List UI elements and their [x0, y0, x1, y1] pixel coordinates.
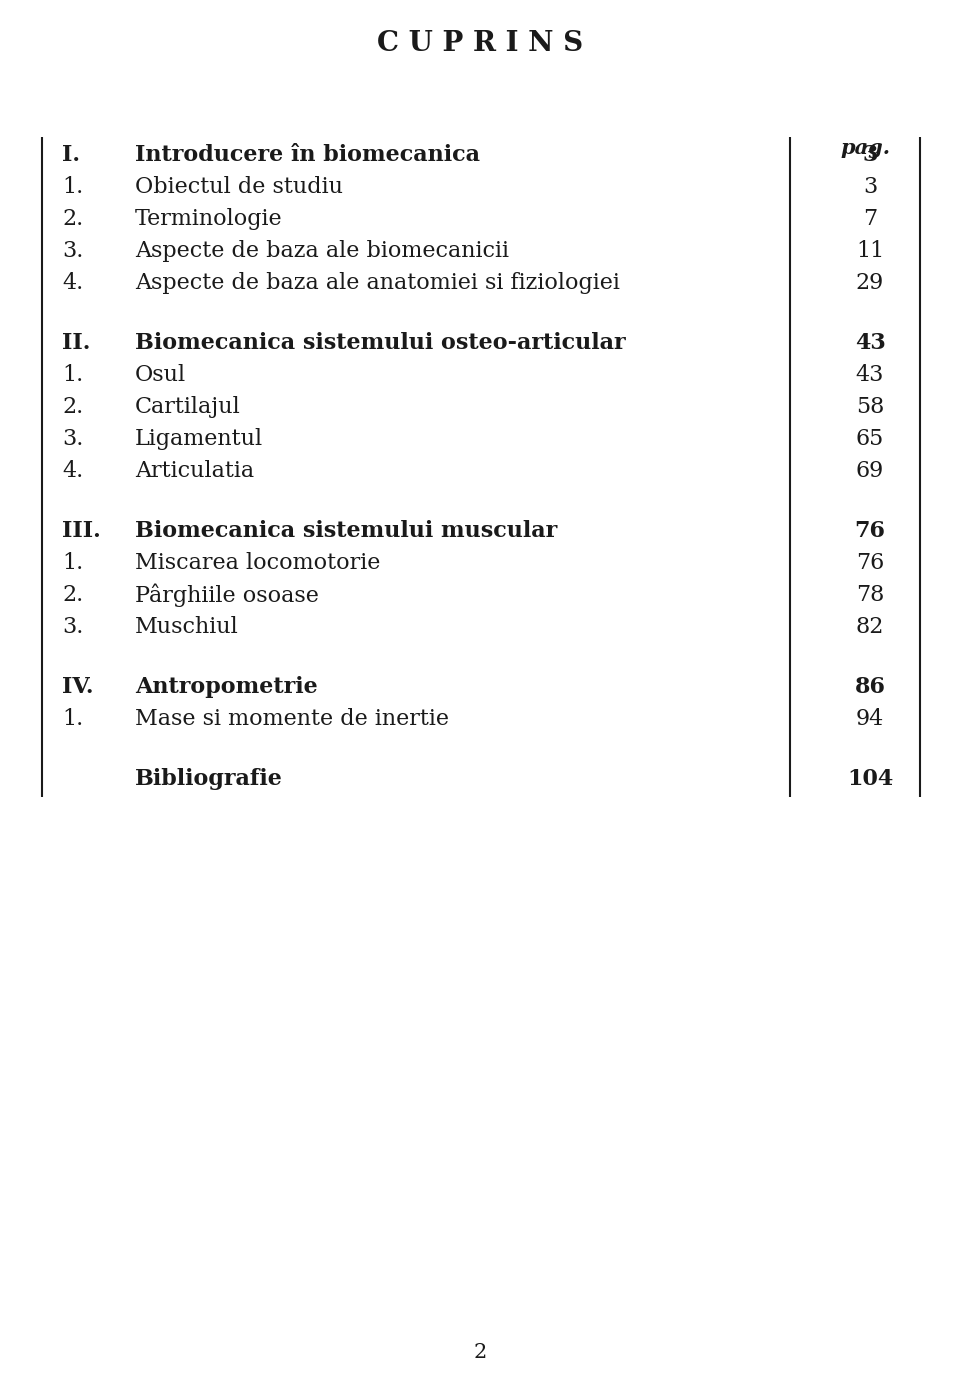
Text: Miscarea locomotorie: Miscarea locomotorie [135, 552, 380, 575]
Text: 3.: 3. [62, 240, 84, 262]
Text: Obiectul de studiu: Obiectul de studiu [135, 176, 343, 198]
Text: Cartilajul: Cartilajul [135, 396, 241, 418]
Text: 3.: 3. [62, 428, 84, 450]
Text: 3: 3 [863, 176, 877, 198]
Text: Pârghiile osoase: Pârghiile osoase [135, 583, 319, 607]
Text: Introducere în biomecanica: Introducere în biomecanica [135, 144, 480, 167]
Text: 104: 104 [847, 768, 893, 790]
Text: 1.: 1. [62, 552, 84, 575]
Text: II.: II. [62, 332, 90, 354]
Text: 43: 43 [854, 332, 885, 354]
Text: 4.: 4. [62, 272, 84, 294]
Text: 2.: 2. [62, 396, 84, 418]
Text: Biomecanica sistemului osteo-articular: Biomecanica sistemului osteo-articular [135, 332, 626, 354]
Text: Mase si momente de inertie: Mase si momente de inertie [135, 708, 449, 730]
Text: Ligamentul: Ligamentul [135, 428, 263, 450]
Text: I.: I. [62, 144, 80, 167]
Text: Aspecte de baza ale biomecanicii: Aspecte de baza ale biomecanicii [135, 240, 509, 262]
Text: 82: 82 [855, 616, 884, 638]
Text: Muschiul: Muschiul [135, 616, 239, 638]
Text: 2.: 2. [62, 584, 84, 607]
Text: 3.: 3. [62, 616, 84, 638]
Text: Aspecte de baza ale anatomiei si fiziologiei: Aspecte de baza ale anatomiei si fiziolo… [135, 272, 620, 294]
Text: Biomecanica sistemului muscular: Biomecanica sistemului muscular [135, 520, 557, 541]
Text: 1.: 1. [62, 708, 84, 730]
Text: 7: 7 [863, 208, 877, 230]
Text: 76: 76 [854, 520, 885, 541]
Text: 2: 2 [473, 1344, 487, 1363]
Text: IV.: IV. [62, 676, 93, 698]
Text: 58: 58 [855, 396, 884, 418]
Text: 76: 76 [856, 552, 884, 575]
Text: 86: 86 [854, 676, 885, 698]
Text: 69: 69 [856, 459, 884, 482]
Text: Terminologie: Terminologie [135, 208, 282, 230]
Text: Osul: Osul [135, 364, 186, 386]
Text: 43: 43 [855, 364, 884, 386]
Text: Antropometrie: Antropometrie [135, 676, 318, 698]
Text: 1.: 1. [62, 176, 84, 198]
Text: 4.: 4. [62, 459, 84, 482]
Text: 78: 78 [855, 584, 884, 607]
Text: pag.: pag. [840, 137, 890, 158]
Text: III.: III. [62, 520, 101, 541]
Text: 94: 94 [856, 708, 884, 730]
Text: 1.: 1. [62, 364, 84, 386]
Text: 65: 65 [856, 428, 884, 450]
Text: Bibliografie: Bibliografie [135, 768, 283, 790]
Text: 29: 29 [856, 272, 884, 294]
Text: 2.: 2. [62, 208, 84, 230]
Text: C U P R I N S: C U P R I N S [377, 31, 583, 57]
Text: 11: 11 [856, 240, 884, 262]
Text: 3: 3 [862, 144, 877, 167]
Text: Articulatia: Articulatia [135, 459, 254, 482]
